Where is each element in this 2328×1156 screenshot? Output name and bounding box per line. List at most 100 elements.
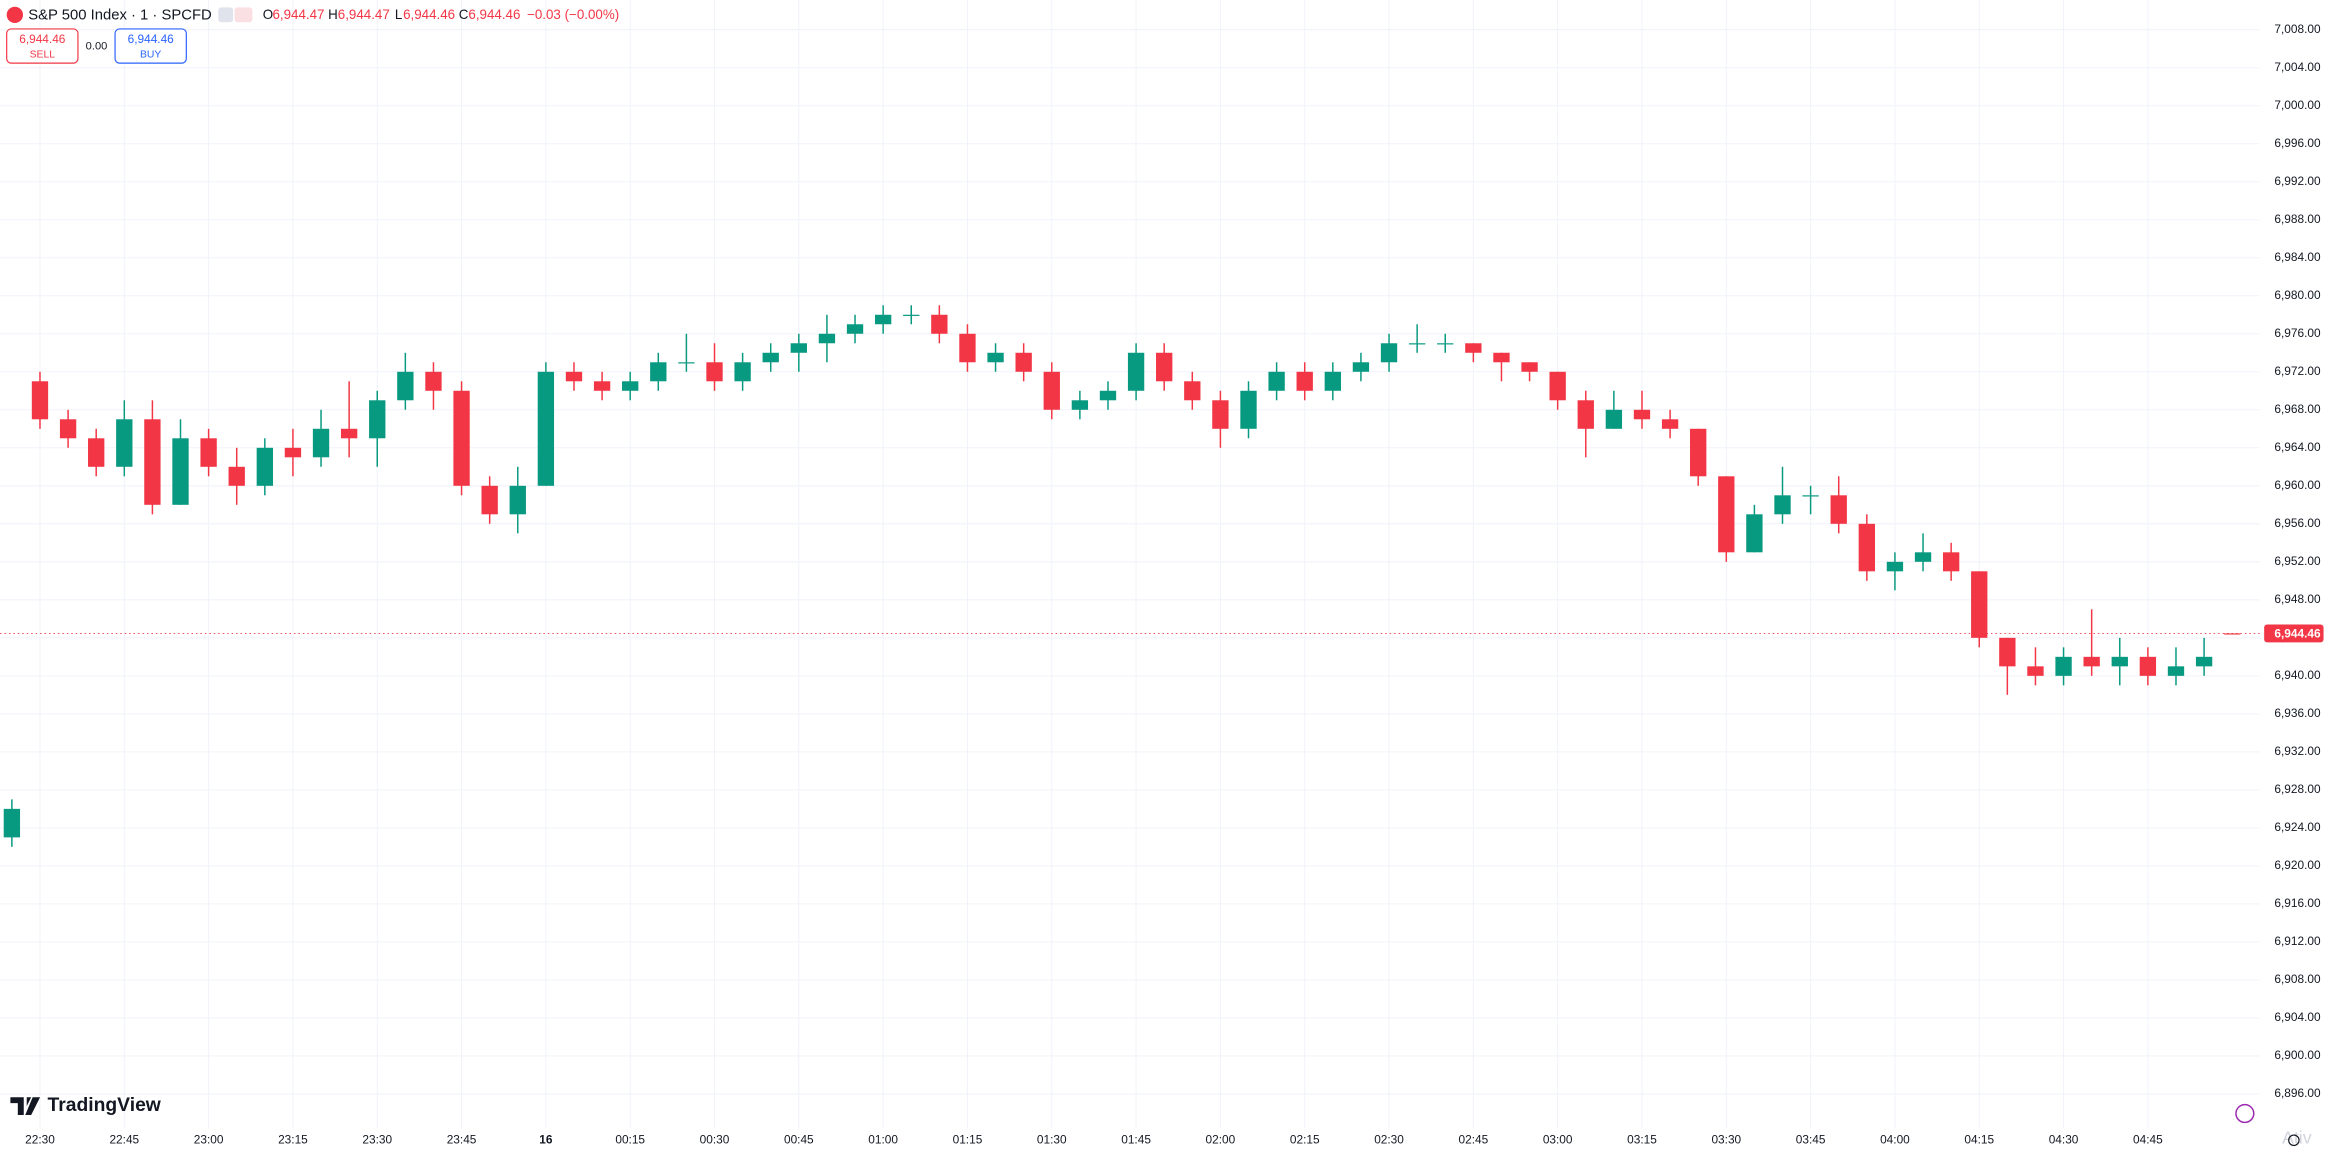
x-tick-label: 16 — [539, 1132, 553, 1146]
buy-button[interactable] — [114, 28, 187, 64]
x-tick-label: 00:30 — [700, 1132, 730, 1146]
candle-body — [1549, 371, 1566, 401]
high-label: H — [328, 7, 338, 22]
x-tick-label: 01:30 — [1037, 1132, 1067, 1146]
y-tick-label: 6,940.00 — [2274, 668, 2321, 682]
candle-body — [59, 419, 77, 439]
candle-body — [312, 428, 330, 458]
x-tick-label: 03:15 — [1627, 1132, 1657, 1146]
candle-body — [2167, 666, 2185, 676]
sell-price: 6,944.46 — [19, 32, 66, 46]
low-value: 6,944.46 — [403, 7, 455, 22]
candle-body — [1858, 523, 1875, 572]
y-tick-label: 6,996.00 — [2274, 136, 2321, 150]
y-tick-label: 6,988.00 — [2274, 212, 2321, 226]
candle-body — [481, 485, 498, 515]
candle-body — [228, 466, 245, 486]
y-tick-label: 6,916.00 — [2274, 896, 2321, 910]
y-tick-label: 6,972.00 — [2274, 364, 2321, 378]
candle-body — [397, 371, 414, 401]
candle-body — [706, 362, 723, 382]
candle-body — [1661, 419, 1679, 429]
y-tick-label: 6,912.00 — [2274, 934, 2321, 948]
x-tick-label: 22:45 — [109, 1132, 139, 1146]
candle-body — [1465, 343, 1482, 353]
y-tick-label: 6,968.00 — [2274, 402, 2321, 416]
y-tick-label: 7,008.00 — [2274, 22, 2321, 36]
candle-body — [2139, 656, 2157, 676]
candle-body — [846, 324, 864, 334]
candle-body — [959, 333, 976, 363]
y-tick-label: 6,960.00 — [2274, 478, 2321, 492]
candle-body — [1071, 400, 1089, 410]
candle-body — [1437, 343, 1454, 345]
y-tick-label: 6,924.00 — [2274, 820, 2321, 834]
high-value: 6,944.47 — [338, 7, 390, 22]
candle-body — [2083, 656, 2100, 667]
candle-body — [1802, 495, 1819, 497]
low-label: L — [395, 7, 402, 22]
alert-icon[interactable] — [2235, 1103, 2255, 1124]
x-tick-label: 02:30 — [1374, 1132, 1404, 1146]
x-tick-label: 02:45 — [1459, 1132, 1489, 1146]
change-value: −0.03 (−0.00%) — [527, 7, 619, 22]
candle-body — [1408, 343, 1426, 345]
x-tick-label: 23:00 — [194, 1132, 224, 1146]
y-tick-label: 6,896.00 — [2274, 1086, 2321, 1100]
candle-body — [284, 447, 302, 458]
candle-body — [1043, 371, 1060, 410]
candle-body — [3, 808, 21, 838]
candle-body — [425, 371, 442, 391]
candle-body — [88, 438, 105, 467]
candle-body — [1240, 390, 1257, 429]
candle-body — [256, 447, 273, 486]
candle-body — [565, 371, 583, 382]
y-tick-label: 6,920.00 — [2274, 858, 2321, 872]
candle-body — [537, 371, 555, 486]
y-tick-label: 6,948.00 — [2274, 592, 2321, 606]
x-tick-label: 03:00 — [1543, 1132, 1573, 1146]
market-status-icon[interactable] — [218, 7, 234, 23]
candle-body — [1099, 390, 1117, 401]
candle-body — [593, 381, 611, 391]
x-tick-label: 04:15 — [1964, 1132, 1994, 1146]
candle-body — [790, 343, 807, 353]
y-tick-label: 6,980.00 — [2274, 288, 2321, 302]
candle-body — [1633, 409, 1651, 420]
candle-body — [1296, 371, 1313, 391]
close-label: C — [459, 7, 469, 22]
x-tick-label: 00:45 — [784, 1132, 814, 1146]
candle-body — [2055, 656, 2072, 676]
candle-body — [2027, 666, 2044, 676]
candle-body — [340, 428, 358, 439]
settings-icon[interactable] — [2288, 1134, 2300, 1147]
candle-body — [1015, 352, 1032, 372]
logo-icon[interactable] — [10, 1097, 41, 1116]
last-price-badge — [2264, 624, 2324, 643]
sell-button[interactable] — [6, 28, 79, 64]
open-value: 6,944.47 — [272, 7, 324, 22]
candle-body — [172, 438, 189, 505]
y-tick-label: 6,932.00 — [2274, 744, 2321, 758]
candle-body — [2224, 633, 2241, 635]
candle-body — [1999, 637, 2016, 667]
candle-body — [2195, 656, 2213, 667]
x-tick-label: 01:15 — [953, 1132, 983, 1146]
x-tick-label: 01:00 — [868, 1132, 898, 1146]
x-tick-label: 23:15 — [278, 1132, 308, 1146]
logo-text[interactable]: TradingView — [48, 1095, 162, 1116]
grid — [0, 0, 2260, 1129]
data-status-icon[interactable] — [234, 7, 253, 23]
y-tick-label: 6,976.00 — [2274, 326, 2321, 340]
candle-body — [818, 333, 836, 344]
candle-body — [116, 419, 133, 467]
candle-body — [903, 314, 920, 316]
candle-body — [1493, 352, 1510, 363]
y-tick-label: 6,952.00 — [2274, 554, 2321, 568]
y-tick-label: 6,904.00 — [2274, 1010, 2321, 1024]
buy-price: 6,944.46 — [128, 32, 175, 46]
chart-title[interactable]: S&P 500 Index · 1 · SPCFD — [28, 8, 212, 24]
x-tick-label: 02:00 — [1206, 1132, 1236, 1146]
